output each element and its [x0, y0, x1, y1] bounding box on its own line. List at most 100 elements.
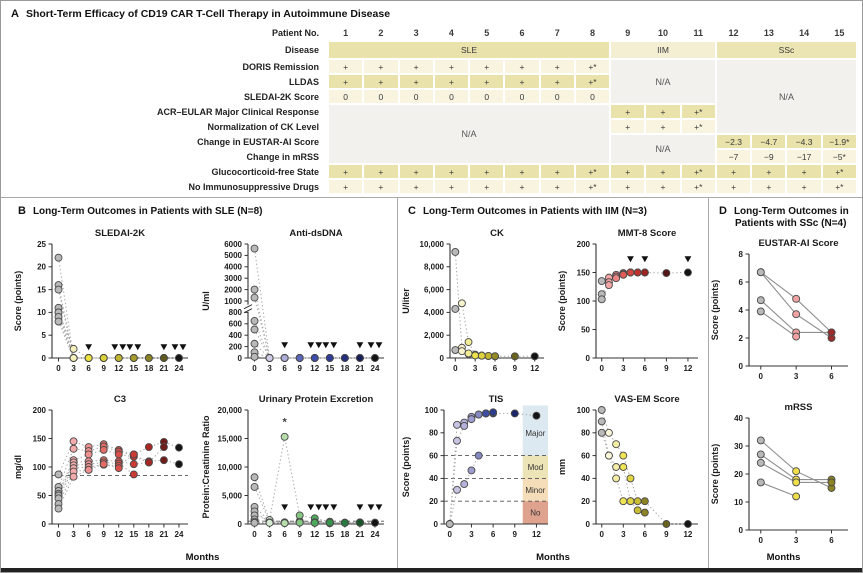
row-label: No Immunosuppressive Drugs	[188, 181, 319, 192]
chart-urinary-protein: 0 3 6 9 12 15 18 21 24 0 5,000 10,000 15,000 20,000 * U…	[200, 390, 392, 555]
table-cell: 0	[329, 90, 363, 103]
svg-text:21: 21	[355, 530, 364, 539]
svg-text:100: 100	[33, 463, 47, 472]
table-cell: −4.3	[787, 135, 821, 148]
panel-b-letter: B	[18, 205, 26, 217]
panel-d-title-line2: Patients with SSc (N=4)	[735, 218, 847, 229]
efficacy-table: Patient No. 1 2 3 4 5 6 7 8 9 10 11 12 13 14 15 Disease S…	[9, 26, 856, 193]
svg-text:9: 9	[101, 530, 106, 539]
svg-text:18: 18	[144, 364, 153, 373]
table-cell: +*	[575, 165, 610, 178]
row-label: Change in mRSS	[246, 151, 319, 162]
table-cell: +	[646, 165, 680, 178]
table-cell: 15	[834, 28, 845, 38]
svg-text:600: 600	[229, 320, 243, 329]
table-cell: +	[399, 60, 433, 73]
table-cell: +	[787, 165, 821, 178]
svg-text:200: 200	[33, 406, 47, 415]
svg-text:3: 3	[71, 530, 76, 539]
svg-text:mm: mm	[557, 459, 567, 475]
table-cell: −7	[716, 150, 751, 163]
svg-text:18: 18	[144, 530, 153, 539]
table-cell: +	[470, 165, 504, 178]
svg-text:30: 30	[734, 442, 743, 451]
table-cell: 3	[413, 28, 419, 38]
svg-text:VAS-EM Score: VAS-EM Score	[614, 394, 679, 405]
table-cell: N/A	[716, 60, 856, 133]
svg-text:5000: 5000	[224, 251, 242, 260]
svg-text:0: 0	[448, 530, 453, 539]
svg-text:Anti-dsDNA: Anti-dsDNA	[289, 228, 342, 239]
svg-text:Score (points): Score (points)	[557, 271, 567, 332]
table-cell: +	[434, 180, 469, 193]
table-cell: −1.9*	[822, 135, 856, 148]
table-cell: −4.7	[752, 135, 786, 148]
table-cell: 10	[658, 28, 669, 38]
svg-text:mg/dl: mg/dl	[13, 455, 23, 479]
svg-text:MMT-8 Score: MMT-8 Score	[618, 228, 677, 239]
svg-text:SLEDAI-2K: SLEDAI-2K	[95, 228, 145, 239]
lower-panels: B Long-Term Outcomes in Patients with SLE…	[1, 197, 862, 568]
table-cell: +*	[681, 165, 715, 178]
svg-text:4000: 4000	[224, 263, 242, 272]
x-axis-label-months-b: Months	[185, 552, 220, 563]
svg-text:0: 0	[238, 354, 243, 363]
table-cell: +*	[681, 120, 715, 133]
table-cell: 0	[470, 90, 504, 103]
table-cell: 9	[625, 28, 631, 38]
svg-text:9: 9	[513, 530, 518, 539]
chart-vas-em: 0 3 6 9 12 0 20 40 60 80 100 VAS-EM Score mm	[556, 390, 706, 555]
table-cell: 0	[540, 90, 574, 103]
svg-text:0: 0	[586, 354, 591, 363]
table-cell: +	[540, 165, 574, 178]
svg-text:CK: CK	[490, 228, 504, 239]
table-cell: 0	[364, 90, 398, 103]
svg-text:Mod: Mod	[528, 463, 544, 472]
table-cell: +	[787, 180, 821, 193]
svg-text:15: 15	[129, 530, 138, 539]
svg-text:40: 40	[581, 474, 590, 483]
table-cell: +	[752, 165, 786, 178]
svg-text:2: 2	[739, 334, 744, 343]
svg-text:0: 0	[56, 530, 61, 539]
table-cell: +	[752, 180, 786, 193]
svg-text:12: 12	[310, 364, 319, 373]
table-cell: +	[646, 120, 680, 133]
svg-text:80: 80	[429, 429, 438, 438]
table-cell: +	[364, 165, 398, 178]
svg-text:6: 6	[493, 364, 498, 373]
svg-text:Major: Major	[525, 429, 545, 438]
svg-text:0: 0	[252, 530, 257, 539]
table-cell: 0	[434, 90, 469, 103]
table-cell: +	[364, 60, 398, 73]
table-cell: +	[505, 165, 539, 178]
svg-text:6: 6	[739, 278, 744, 287]
table-cell: +	[505, 60, 539, 73]
table-cell: N/A	[329, 105, 610, 163]
row-label: Disease	[284, 45, 319, 55]
table-cell: IIM	[611, 42, 715, 58]
svg-text:24: 24	[175, 530, 184, 539]
chart-mmt8: 0 3 6 9 12 0 50 100 150 200 MMT-8 Score Score (poin…	[556, 224, 706, 389]
svg-text:60: 60	[429, 451, 438, 460]
svg-text:40: 40	[429, 474, 438, 483]
table-cell: +	[470, 60, 504, 73]
table-cell: N/A	[611, 135, 715, 163]
svg-text:12: 12	[532, 530, 541, 539]
svg-text:20,000: 20,000	[218, 406, 243, 415]
bottom-rule	[1, 568, 862, 572]
svg-text:0: 0	[600, 530, 605, 539]
svg-text:12: 12	[530, 364, 539, 373]
svg-text:3: 3	[71, 364, 76, 373]
svg-text:0: 0	[252, 364, 257, 373]
panel-c-title: C Long-Term Outcomes in Patients with IIM…	[398, 198, 708, 218]
table-cell: SSc	[716, 42, 856, 58]
svg-text:3: 3	[473, 364, 478, 373]
table-cell: 2	[378, 28, 384, 38]
svg-text:6: 6	[643, 530, 648, 539]
svg-text:20: 20	[37, 263, 46, 272]
svg-text:Score (points): Score (points)	[710, 280, 720, 341]
svg-text:400: 400	[229, 331, 243, 340]
svg-text:50: 50	[37, 491, 46, 500]
